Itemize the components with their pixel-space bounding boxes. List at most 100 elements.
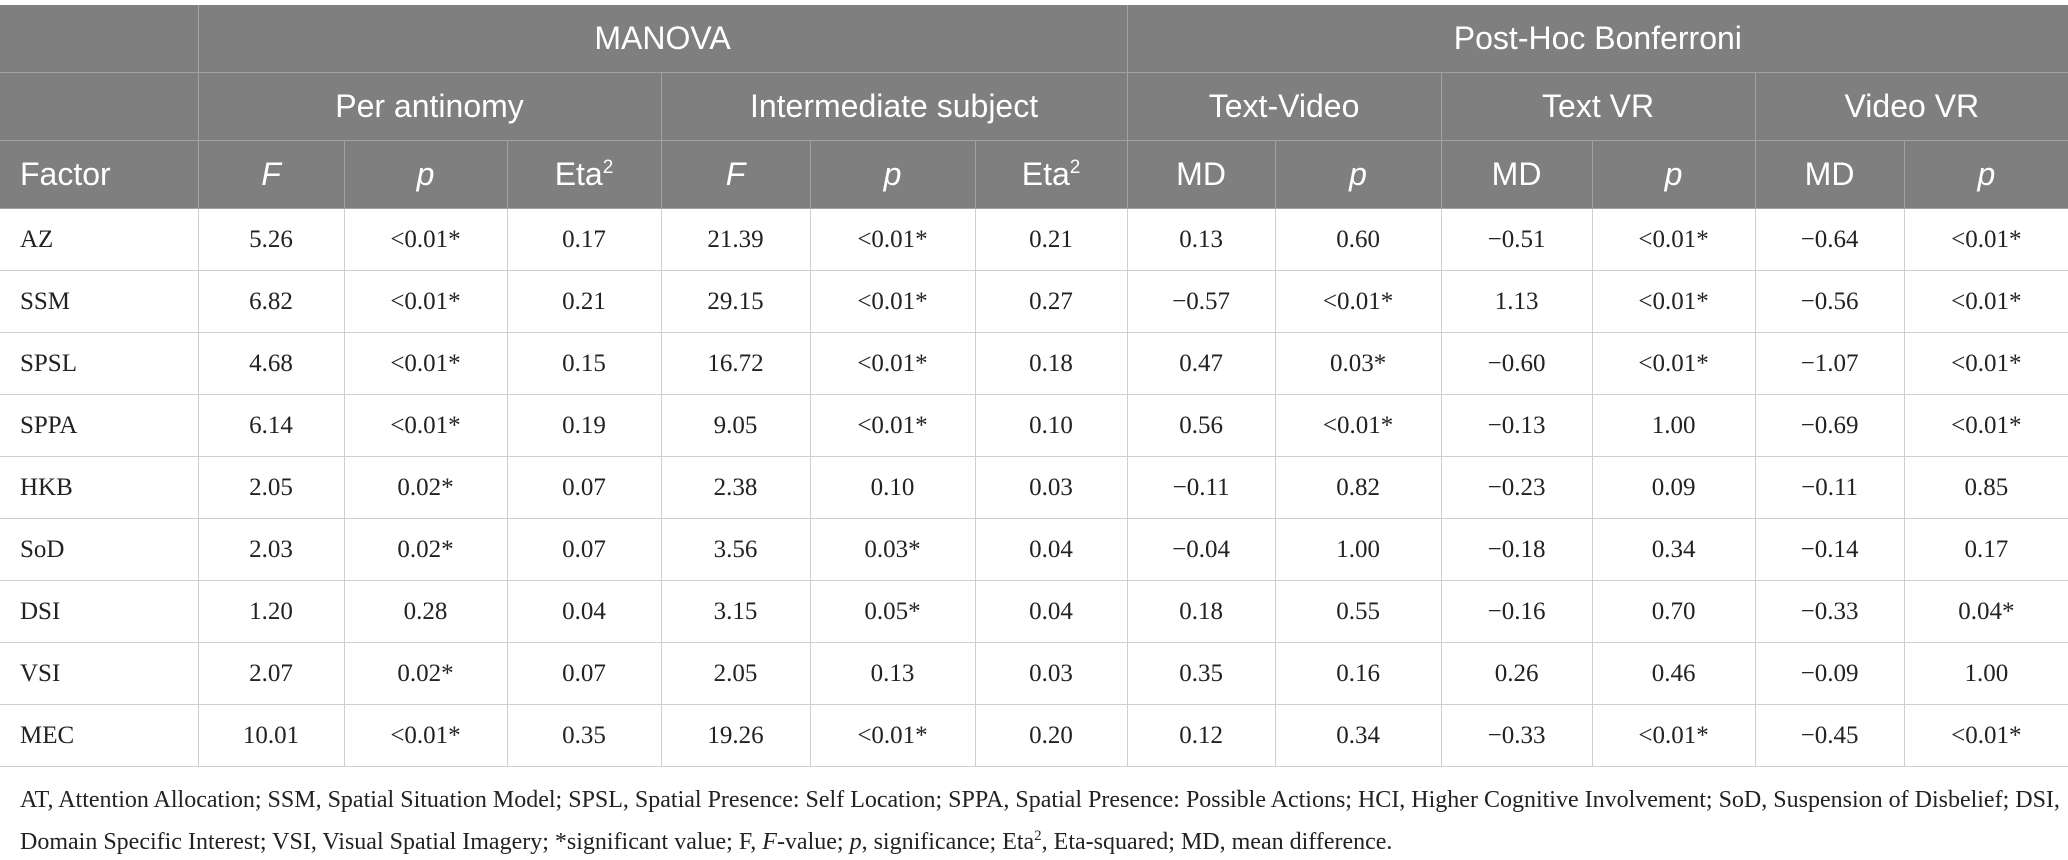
header-blank-cell — [0, 72, 198, 141]
table-row: AZ 5.26 <0.01* 0.17 21.39 <0.01* 0.21 0.13 0.60−… — [0, 208, 2068, 271]
factor-cell: VSI — [0, 642, 199, 705]
value-cell: 2.38 — [660, 456, 811, 519]
value-cell: 0.13 — [809, 642, 976, 705]
table-row: DSI 1.20 0.28 0.04 3.15 0.05* 0.04 0.18 0.55 −0.1… — [0, 580, 2068, 643]
value-cell: 29.15 — [660, 270, 811, 333]
value-cell: −0.60 — [1440, 332, 1593, 395]
value-cell: 0.60 — [1274, 208, 1442, 271]
table-row: SPSL 4.68 <0.01* 0.15 16.72 <0.01* 0.18 0.47 0.0… — [0, 332, 2068, 395]
value-cell: 0.03 — [974, 456, 1128, 519]
value-cell: 0.82 — [1274, 456, 1442, 519]
value-cell: 0.34 — [1274, 704, 1442, 767]
table-row: SPPA 6.14 <0.01* 0.19 9.05 <0.01* 0.10 0.56 <0.0… — [0, 394, 2068, 457]
col-f: F — [197, 140, 344, 209]
value-cell: <0.01* — [1591, 208, 1756, 271]
header-video-vr: Video VR — [1754, 72, 2068, 141]
header-manova: MANOVA — [197, 5, 1128, 73]
value-cell: <0.01* — [809, 704, 976, 767]
value-cell: 2.05 — [197, 456, 345, 519]
value-cell: 0.21 — [506, 270, 662, 333]
value-cell: 0.47 — [1126, 332, 1276, 395]
table-footnote: AT, Attention Allocation; SSM, Spatial S… — [20, 787, 2060, 855]
value-cell: −0.64 — [1754, 208, 1905, 271]
header-factor: Factor — [0, 140, 198, 209]
value-cell: 16.72 — [660, 332, 811, 395]
col-md: MD — [1754, 140, 1905, 209]
value-cell: 0.07 — [506, 642, 662, 705]
value-cell: 0.15 — [506, 332, 662, 395]
value-cell: 0.05* — [809, 580, 976, 643]
value-cell: 0.02* — [343, 642, 508, 705]
value-cell: 0.10 — [974, 394, 1128, 457]
value-cell: −0.09 — [1754, 642, 1905, 705]
col-f: F — [660, 140, 810, 209]
header-row-columns: Factor F p Eta2 F p Eta2 MD p MD p MD p — [0, 140, 2068, 209]
value-cell: 0.20 — [974, 704, 1128, 767]
value-cell: 0.04 — [974, 580, 1128, 643]
table-row: MEC 10.01 <0.01* 0.35 19.26 <0.01* 0.20 0.12 0.3… — [0, 704, 2068, 767]
value-cell: 0.13 — [1126, 208, 1276, 271]
value-cell: 0.12 — [1126, 704, 1276, 767]
value-cell: <0.01* — [1903, 394, 2068, 457]
value-cell: <0.01* — [343, 208, 508, 271]
value-cell: <0.01* — [1903, 208, 2068, 271]
value-cell: 0.56 — [1126, 394, 1276, 457]
value-cell: <0.01* — [1591, 704, 1756, 767]
value-cell: <0.01* — [1591, 332, 1756, 395]
value-cell: 0.10 — [809, 456, 976, 519]
value-cell: 1.00 — [1591, 394, 1756, 457]
value-cell: 0.34 — [1591, 518, 1756, 581]
value-cell: 0.03* — [1274, 332, 1442, 395]
value-cell: <0.01* — [343, 270, 508, 333]
col-md: MD — [1440, 140, 1593, 209]
col-eta-squared: Eta2 — [974, 140, 1128, 209]
value-cell: −0.11 — [1126, 456, 1276, 519]
value-cell: −0.04 — [1126, 518, 1276, 581]
value-cell: 0.07 — [506, 456, 662, 519]
value-cell: −0.14 — [1754, 518, 1905, 581]
value-cell: 1.00 — [1903, 642, 2068, 705]
value-cell: <0.01* — [1274, 394, 1442, 457]
value-cell: 0.09 — [1591, 456, 1756, 519]
value-cell: 6.82 — [197, 270, 345, 333]
results-table: MANOVA Post-Hoc Bonferroni Per antinomy … — [0, 5, 2068, 767]
value-cell: 0.85 — [1903, 456, 2068, 519]
factor-cell: SSM — [0, 270, 199, 333]
header-posthoc-bonferroni: Post-Hoc Bonferroni — [1126, 5, 2068, 73]
value-cell: −0.18 — [1440, 518, 1593, 581]
value-cell: 1.13 — [1440, 270, 1593, 333]
factor-cell: AZ — [0, 208, 199, 271]
value-cell: <0.01* — [1274, 270, 1442, 333]
value-cell: 0.46 — [1591, 642, 1756, 705]
header-text-vr: Text VR — [1440, 72, 1756, 141]
table-body: AZ 5.26 <0.01* 0.17 21.39 <0.01* 0.21 0.13 0.60−… — [0, 208, 2068, 767]
header-per-antinomy: Per antinomy — [197, 72, 661, 141]
value-cell: 3.15 — [660, 580, 811, 643]
value-cell: −0.16 — [1440, 580, 1593, 643]
header-text-video: Text-Video — [1126, 72, 1442, 141]
value-cell: <0.01* — [1591, 270, 1756, 333]
value-cell: 0.70 — [1591, 580, 1756, 643]
value-cell: −0.11 — [1754, 456, 1905, 519]
value-cell: −0.57 — [1126, 270, 1276, 333]
value-cell: −0.56 — [1754, 270, 1905, 333]
factor-cell: DSI — [0, 580, 199, 643]
value-cell: 0.35 — [506, 704, 662, 767]
factor-cell: HKB — [0, 456, 199, 519]
table-row: SoD 2.03 0.02* 0.07 3.56 0.03* 0.04 −0.04 1.00 −0… — [0, 518, 2068, 581]
value-cell: <0.01* — [343, 704, 508, 767]
value-cell: 0.17 — [1903, 518, 2068, 581]
value-cell: 0.16 — [1274, 642, 1442, 705]
value-cell: <0.01* — [1903, 704, 2068, 767]
value-cell: 5.26 — [197, 208, 345, 271]
value-cell: 19.26 — [660, 704, 811, 767]
value-cell: 1.20 — [197, 580, 345, 643]
value-cell: 0.07 — [506, 518, 662, 581]
value-cell: 0.04 — [506, 580, 662, 643]
value-cell: −0.23 — [1440, 456, 1593, 519]
header-row-subgroup: Per antinomy Intermediate subject Text-V… — [0, 72, 2068, 141]
value-cell: 0.55 — [1274, 580, 1442, 643]
value-cell: −0.13 — [1440, 394, 1593, 457]
value-cell: <0.01* — [1903, 332, 2068, 395]
header-blank-cell — [0, 5, 198, 73]
